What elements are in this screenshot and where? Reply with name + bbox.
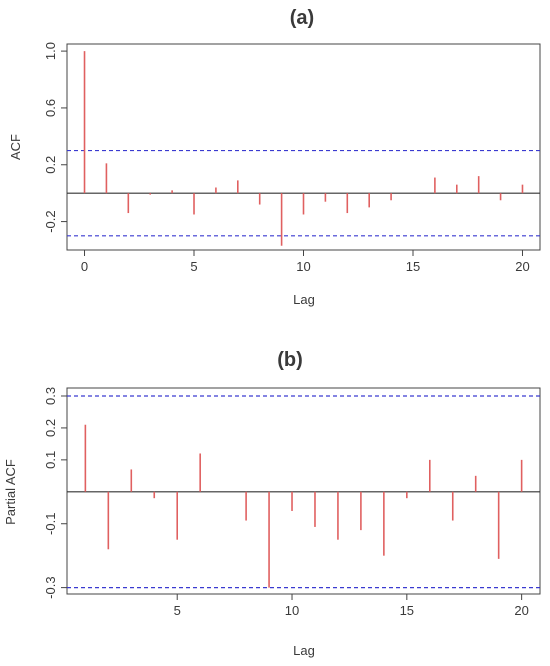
pacf-bars [84,424,523,588]
pacf-x-tick-label: 20 [514,603,528,618]
acf-x-tick-label: 15 [406,259,420,274]
acf-panel: (a) Lag ACF 0 5 10 15 20 -0.2 0.2 0.6 1.0 [8,7,541,307]
acf-plot-frame [66,43,541,251]
panel-a-label: (a) [290,7,314,29]
acf-y-tick-label: -0.2 [43,210,58,232]
pacf-y-tick-label: 0.1 [43,451,58,469]
acf-y-tick-label: 0.6 [43,99,58,117]
acf-y-ticks: -0.2 0.2 0.6 1.0 [43,42,67,233]
acf-x-ticks: 0 5 10 15 20 [81,250,530,274]
pacf-y-tick-label: 0.2 [43,419,58,437]
pacf-x-tick-label: 15 [400,603,414,618]
pacf-y-tick-label: -0.3 [43,576,58,598]
panel-b-label: (b) [277,349,303,371]
pacf-x-ticks: 5 10 15 20 [174,594,529,618]
acf-y-tick-label: 0.2 [43,156,58,174]
acf-bars [83,51,524,246]
acf-y-tick-label: 1.0 [43,42,58,60]
pacf-y-axis-label: Partial ACF [3,459,18,525]
pacf-y-tick-label: 0.3 [43,387,58,405]
pacf-y-ticks: -0.3 -0.1 0.1 0.2 0.3 [43,387,67,599]
pacf-x-tick-label: 5 [174,603,181,618]
pacf-y-tick-label: -0.1 [43,513,58,535]
pacf-x-tick-label: 10 [285,603,299,618]
acf-x-axis-label: Lag [293,292,315,307]
pacf-reference-lines [67,395,540,589]
acf-y-axis-label: ACF [8,134,23,160]
pacf-plot-frame [66,387,541,595]
acf-x-tick-label: 0 [81,259,88,274]
pacf-x-axis-label: Lag [293,643,315,658]
acf-x-tick-label: 5 [190,259,197,274]
acf-x-tick-label: 10 [296,259,310,274]
acf-x-tick-label: 20 [515,259,529,274]
pacf-panel: (b) Lag Partial ACF 5 10 15 20 -0.3 -0.1 0.1 0… [3,349,541,658]
